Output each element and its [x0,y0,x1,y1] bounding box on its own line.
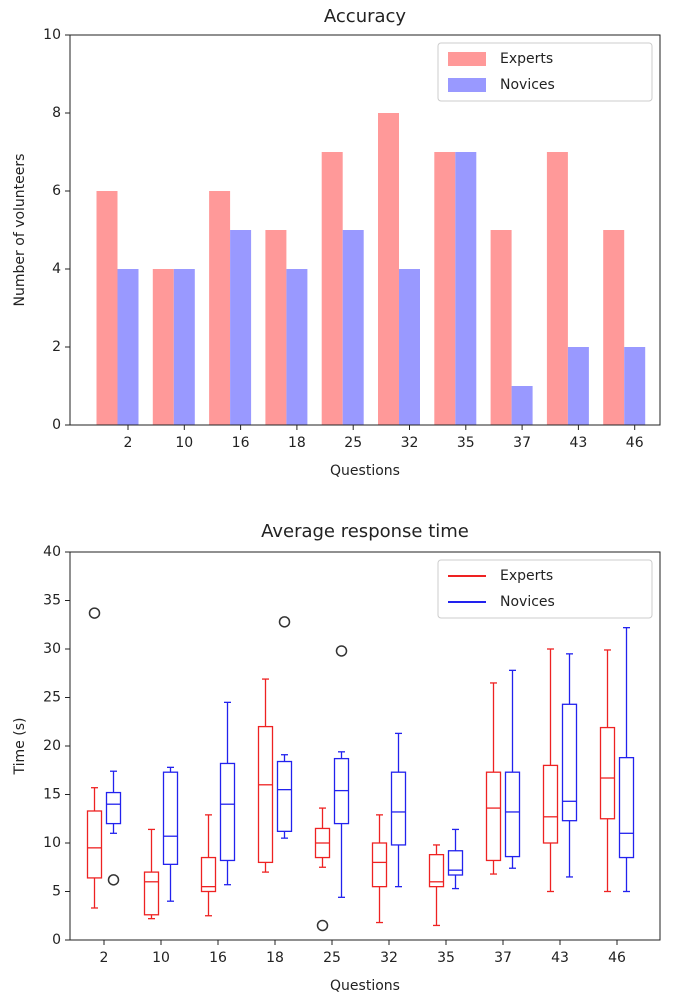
bar [546,152,568,425]
flier [278,616,291,628]
box [276,760,293,833]
y-tick-label: 10 [43,835,61,851]
legend-label: Experts [500,568,553,584]
chart-title: Average response time [261,521,469,542]
x-tick-label: 43 [551,950,569,966]
chart-title: Accuracy [324,6,407,27]
bar [173,269,195,425]
y-tick-label: 40 [43,544,61,560]
bar [455,152,477,425]
bar [152,269,174,425]
plot-frame [69,551,661,941]
y-tick-label: 0 [52,932,61,948]
box [86,810,103,879]
x-tick-label: 16 [209,950,227,966]
box [447,850,464,876]
x-tick-label: 37 [513,435,531,451]
y-tick-label: 20 [43,738,61,754]
box [561,703,578,822]
legend-swatch [448,78,486,92]
legend-swatch [448,52,486,66]
bar [321,152,343,425]
bar [117,269,139,425]
bar [230,230,252,425]
bar [209,191,231,425]
box [257,725,274,864]
x-tick-label: 10 [152,950,170,966]
x-tick-label: 16 [232,435,250,451]
x-tick-label: 2 [124,435,133,451]
y-tick-label: 8 [52,105,61,121]
box [542,764,559,844]
x-tick-label: 46 [608,950,626,966]
bar [378,113,399,425]
y-tick-label: 35 [43,593,61,609]
x-tick-label: 32 [401,435,419,451]
legend-label: Experts [500,51,553,67]
box [219,762,236,862]
bar [96,191,118,425]
y-tick-label: 10 [43,27,61,43]
bar [603,230,625,425]
flier [316,919,329,932]
legend-label: Novices [500,77,555,93]
x-tick-label: 37 [494,950,512,966]
y-tick-label: 25 [43,690,61,706]
box [618,756,635,859]
y-tick-label: 30 [43,641,61,657]
flier [107,874,120,886]
legend-box [437,559,653,619]
box [200,856,217,893]
x-tick-label: 43 [569,435,587,451]
box [485,771,502,862]
bar [342,230,364,425]
bar [399,269,420,425]
x-tick-label: 2 [100,950,109,966]
bar [624,347,646,425]
box [428,853,445,888]
y-tick-label: 2 [52,339,61,355]
x-tick-label: 35 [437,950,455,966]
flier [88,607,101,619]
box [162,771,179,865]
bar [286,269,308,425]
x-tick-label: 25 [323,950,341,966]
x-axis-label: Questions [330,463,400,479]
legend-label: Novices [500,594,555,610]
bar [434,152,456,425]
y-axis-label: Number of volunteers [12,154,28,307]
x-tick-label: 25 [344,435,362,451]
y-tick-label: 0 [52,417,61,433]
flier [335,645,348,657]
x-tick-label: 18 [288,435,306,451]
bar [490,230,512,425]
x-tick-label: 32 [380,950,398,966]
box [390,771,407,846]
y-axis-label: Time (s) [12,718,28,776]
x-tick-label: 46 [626,435,644,451]
y-tick-label: 6 [52,183,61,199]
bar [511,386,533,425]
box [371,842,388,888]
x-tick-label: 35 [457,435,475,451]
box [599,726,616,820]
box [143,871,160,916]
x-axis-label: Questions [330,978,400,994]
y-tick-label: 15 [43,787,61,803]
x-tick-label: 18 [266,950,284,966]
y-tick-label: 4 [52,261,61,277]
y-tick-label: 5 [52,884,61,900]
box [105,791,122,825]
plot-frame [69,34,661,426]
x-tick-label: 10 [175,435,193,451]
bar [265,230,287,425]
legend-box [437,42,653,102]
box [504,771,521,858]
bar [567,347,589,425]
